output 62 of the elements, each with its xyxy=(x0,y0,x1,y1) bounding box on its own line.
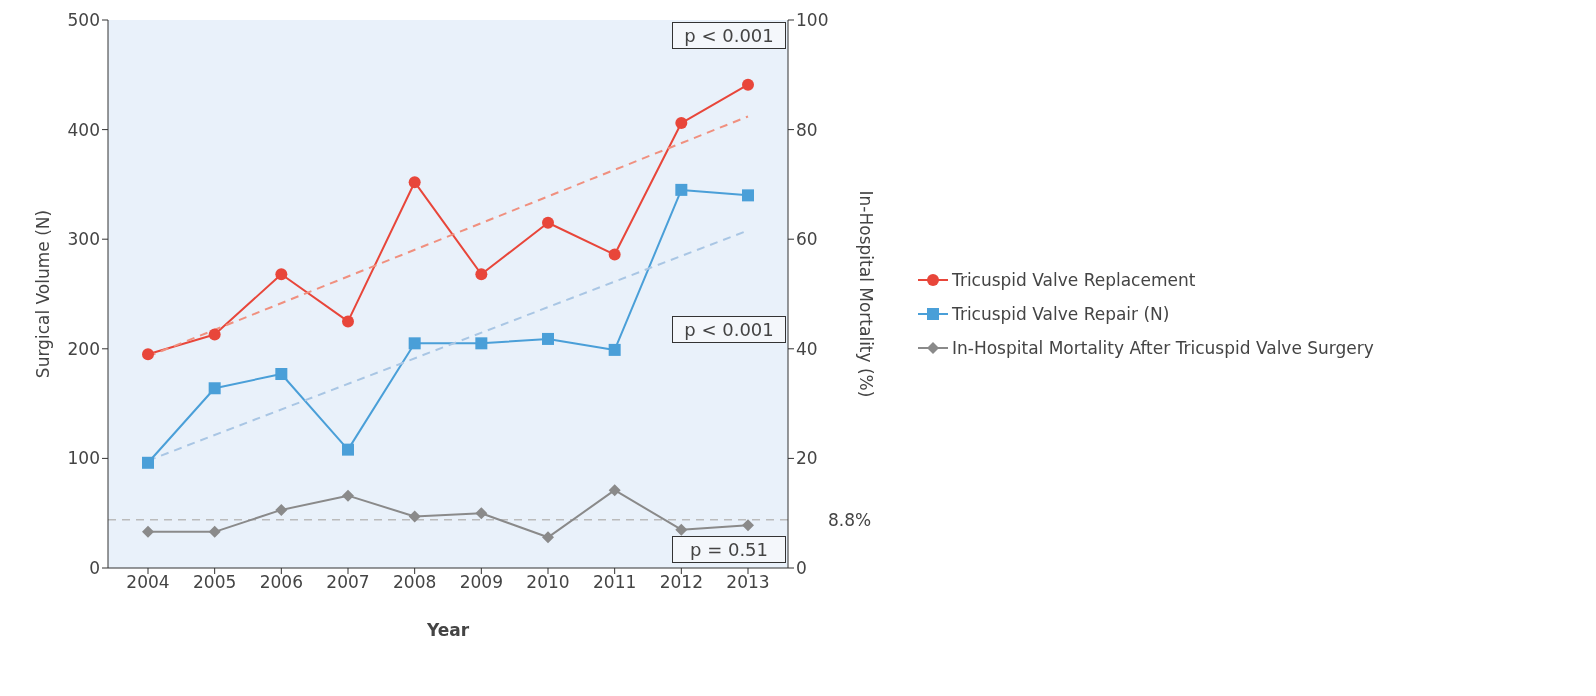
legend-label: Tricuspid Valve Replacement xyxy=(952,270,1196,290)
point xyxy=(608,484,621,497)
point xyxy=(342,315,354,328)
y2-tick-label: 60 xyxy=(796,229,818,250)
point xyxy=(475,507,488,520)
point xyxy=(542,531,554,544)
point xyxy=(342,489,354,502)
x-tick-label: 2012 xyxy=(659,572,703,593)
y-tick-label: 300 xyxy=(67,229,100,250)
ref-line-label: 8.8% xyxy=(828,509,872,530)
point xyxy=(275,268,288,281)
point xyxy=(742,189,754,202)
point xyxy=(208,328,221,341)
legend-label: Tricuspid Valve Repair (N) xyxy=(952,304,1170,324)
y2-tick-label: 20 xyxy=(796,448,818,469)
x-tick-label: 2013 xyxy=(726,572,770,593)
y-tick-label: 200 xyxy=(67,338,100,359)
point xyxy=(608,248,621,261)
y-tick-label: 400 xyxy=(67,119,100,140)
x-tick-label: 2006 xyxy=(259,572,303,593)
point xyxy=(675,117,688,130)
y-tick-label: 100 xyxy=(67,448,100,469)
y2-tick-label: 40 xyxy=(796,338,818,359)
y-tick-label: 0 xyxy=(89,558,100,579)
point xyxy=(342,443,354,456)
y2-tick-label: 80 xyxy=(796,119,818,140)
point xyxy=(208,525,221,538)
point xyxy=(742,78,754,91)
point xyxy=(675,523,688,536)
x-tick-label: 2007 xyxy=(326,572,370,593)
x-axis-title: Year xyxy=(425,620,470,640)
point xyxy=(608,343,621,356)
point xyxy=(142,525,154,538)
point xyxy=(475,268,488,281)
y2-axis-title: In-Hospital Mortality (%) xyxy=(855,190,876,398)
point xyxy=(208,382,221,395)
y-axis-title: Surgical Volume (N) xyxy=(33,209,54,379)
point xyxy=(275,368,288,381)
y2-tick-label: 100 xyxy=(796,10,829,31)
point xyxy=(542,332,554,345)
x-tick-label: 2009 xyxy=(459,572,503,593)
x-tick-label: 2004 xyxy=(126,572,170,593)
point xyxy=(408,510,421,523)
point xyxy=(142,456,154,469)
point xyxy=(675,183,688,196)
legend-label: In-Hospital Mortality After Tricuspid Valve Surgery xyxy=(952,338,1374,358)
point xyxy=(408,176,421,189)
point xyxy=(142,348,154,361)
point xyxy=(275,503,288,516)
y-tick-label: 500 xyxy=(67,10,100,31)
x-tick-label: 2011 xyxy=(593,572,637,593)
x-tick-label: 2008 xyxy=(393,572,437,593)
annotation: p < 0.001 xyxy=(672,22,786,49)
annotation: p < 0.001 xyxy=(672,315,786,343)
point xyxy=(542,216,554,229)
x-tick-label: 2010 xyxy=(526,572,570,593)
point xyxy=(475,337,488,350)
y2-tick-label: 0 xyxy=(796,558,807,579)
point xyxy=(408,337,421,350)
point xyxy=(742,519,754,532)
annotation: p = 0.51 xyxy=(672,536,786,563)
x-tick-label: 2005 xyxy=(193,572,237,593)
